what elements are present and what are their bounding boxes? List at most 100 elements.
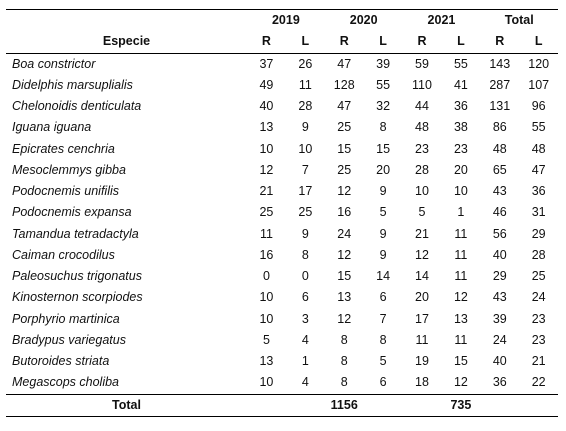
r-value-cell: 21 bbox=[415, 226, 429, 241]
l-value-cell: 15 bbox=[376, 141, 391, 156]
r-value-cell: 5 bbox=[262, 332, 270, 347]
r-value-cell: 20 bbox=[415, 290, 429, 305]
r-value-cell: 15 bbox=[337, 269, 352, 283]
species-name-cell: Paleosuchus trigonatus bbox=[12, 269, 142, 283]
r-value-cell: 24 bbox=[492, 332, 507, 347]
l-value-cell: 12 bbox=[453, 290, 468, 305]
l-value-cell: 1 bbox=[301, 354, 309, 368]
r-value-cell: 11 bbox=[415, 332, 429, 347]
l-value-cell: 25 bbox=[298, 205, 313, 220]
l-value-cell: 13 bbox=[453, 311, 468, 326]
l-value-cell: 6 bbox=[379, 375, 387, 390]
l-value-cell: 96 bbox=[531, 99, 546, 113]
l-value-cell: 23 bbox=[531, 332, 546, 347]
r-value-cell: 19 bbox=[415, 354, 429, 368]
r-value-cell: 18 bbox=[415, 375, 429, 390]
l-value-cell: 28 bbox=[298, 99, 313, 113]
total-l-value: 735 bbox=[441, 393, 481, 417]
header-blank-cell bbox=[6, 9, 247, 32]
l-value-cell: 38 bbox=[453, 120, 468, 135]
sub-header-l: L bbox=[363, 31, 403, 54]
r-value-cell: 12 bbox=[337, 247, 352, 262]
r-value-cell: 86 bbox=[492, 120, 507, 135]
l-value-cell: 20 bbox=[453, 162, 468, 177]
r-value-cell: 36 bbox=[492, 375, 507, 390]
table-row: Boa constrictor 37 26 47 39 59 55 143 120 bbox=[6, 53, 558, 75]
l-value-cell: 10 bbox=[298, 141, 313, 156]
l-value-cell: 5 bbox=[379, 354, 387, 368]
table-row: Porphyrio martinica 10 3 12 7 17 13 39 23 bbox=[6, 309, 558, 330]
r-value-cell: 40 bbox=[259, 99, 274, 113]
r-value-cell: 23 bbox=[415, 141, 429, 156]
table-row: Bradypus variegatus 5 4 8 8 11 11 24 23 bbox=[6, 330, 558, 351]
total-empty-cell bbox=[363, 393, 403, 417]
r-value-cell: 12 bbox=[259, 162, 274, 177]
l-value-cell: 36 bbox=[453, 99, 468, 113]
table-row: Tamandua tetradactyla 11 9 24 9 21 11 56 29 bbox=[6, 224, 558, 245]
l-value-cell: 23 bbox=[453, 141, 468, 156]
species-name-cell: Porphyrio martinica bbox=[12, 311, 120, 326]
r-value-cell: 29 bbox=[492, 269, 507, 283]
l-value-cell: 11 bbox=[454, 269, 468, 283]
species-name-cell: Podocnemis expansa bbox=[12, 205, 132, 220]
l-value-cell: 41 bbox=[453, 77, 468, 92]
l-value-cell: 11 bbox=[454, 226, 468, 241]
total-empty-cell bbox=[285, 393, 325, 417]
l-value-cell: 36 bbox=[531, 184, 546, 198]
species-name-cell: Podocnemis unifilis bbox=[12, 184, 119, 198]
l-value-cell: 107 bbox=[528, 77, 550, 92]
l-value-cell: 9 bbox=[379, 184, 387, 198]
l-value-cell: 5 bbox=[379, 205, 387, 220]
l-value-cell: 31 bbox=[531, 205, 546, 220]
l-value-cell: 26 bbox=[298, 56, 313, 71]
l-value-cell: 10 bbox=[453, 184, 468, 198]
year-header-2021: 2021 bbox=[402, 9, 481, 32]
r-value-cell: 15 bbox=[337, 141, 352, 156]
l-value-cell: 7 bbox=[301, 162, 309, 177]
r-value-cell: 131 bbox=[489, 99, 511, 113]
species-name-cell: Tamandua tetradactyla bbox=[12, 226, 139, 241]
r-value-cell: 25 bbox=[259, 205, 274, 220]
total-empty-cell bbox=[480, 393, 520, 417]
species-name-cell: Bradypus variegatus bbox=[12, 332, 126, 347]
sub-header-r: R bbox=[247, 31, 286, 54]
l-value-cell: 15 bbox=[453, 354, 468, 368]
l-value-cell: 48 bbox=[531, 141, 546, 156]
r-value-cell: 5 bbox=[418, 205, 426, 220]
l-value-cell: 47 bbox=[531, 162, 546, 177]
species-name-cell: Megascops choliba bbox=[12, 375, 120, 390]
r-value-cell: 10 bbox=[415, 184, 429, 198]
table-body: Boa constrictor 37 26 47 39 59 55 143 120 Didelph… bbox=[6, 53, 558, 394]
r-value-cell: 56 bbox=[492, 226, 507, 241]
r-value-cell: 25 bbox=[337, 162, 352, 177]
l-value-cell: 12 bbox=[453, 375, 468, 390]
l-value-cell: 11 bbox=[298, 77, 312, 92]
table-row: Chelonoidis denticulata 40 28 47 32 44 36 131 96 bbox=[6, 96, 558, 117]
r-value-cell: 10 bbox=[259, 375, 274, 390]
species-name-cell: Didelphis marsuplialis bbox=[12, 77, 133, 92]
l-value-cell: 20 bbox=[376, 162, 391, 177]
r-value-cell: 13 bbox=[337, 290, 352, 305]
l-value-cell: 55 bbox=[531, 120, 546, 135]
l-value-cell: 120 bbox=[528, 56, 550, 71]
species-name-cell: Boa constrictor bbox=[12, 56, 96, 71]
r-value-cell: 59 bbox=[415, 56, 429, 71]
r-value-cell: 8 bbox=[340, 354, 348, 368]
sub-header-l: L bbox=[441, 31, 481, 54]
r-value-cell: 47 bbox=[337, 56, 352, 71]
species-records-table: 2019 2020 2021 Total Especie R L R L R L… bbox=[6, 9, 559, 417]
r-value-cell: 143 bbox=[489, 56, 511, 71]
r-value-cell: 21 bbox=[259, 184, 274, 198]
table-row: Podocnemis unifilis 21 17 12 9 10 10 43 36 bbox=[6, 181, 558, 202]
l-value-cell: 7 bbox=[379, 311, 387, 326]
l-value-cell: 1 bbox=[457, 205, 465, 220]
species-name-cell: Caiman crocodilus bbox=[12, 247, 115, 262]
total-r-value: 1156 bbox=[324, 393, 364, 417]
sub-header-r: R bbox=[402, 31, 442, 54]
l-value-cell: 28 bbox=[531, 247, 546, 262]
table-row: Paleosuchus trigonatus 0 0 15 14 14 11 29 25 bbox=[6, 266, 558, 287]
l-value-cell: 8 bbox=[301, 247, 309, 262]
l-value-cell: 55 bbox=[453, 56, 468, 71]
r-value-cell: 8 bbox=[340, 332, 348, 347]
species-name-cell: Epicrates cenchria bbox=[12, 141, 115, 156]
